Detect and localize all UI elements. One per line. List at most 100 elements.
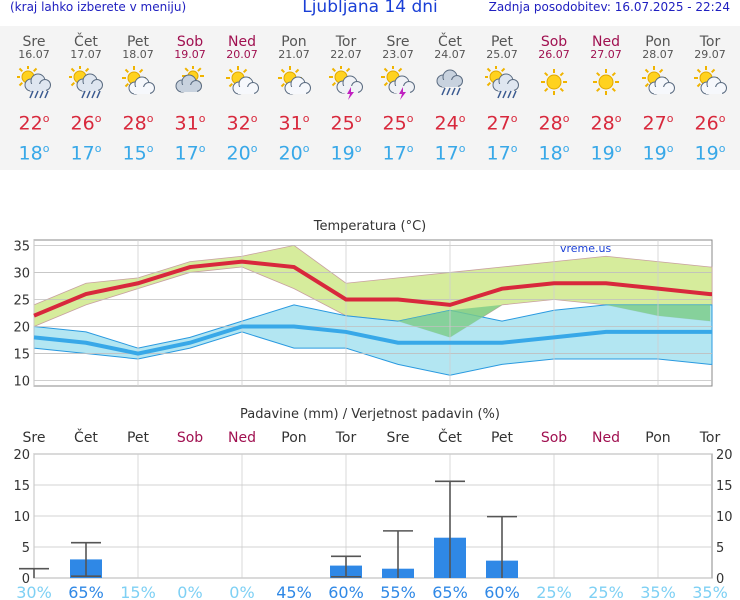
degree-sign: o — [562, 112, 570, 125]
sun-cloud-icon — [226, 66, 259, 95]
min-temperature-value: 18 — [538, 142, 563, 165]
day-date: 25.07 — [486, 48, 518, 61]
degree-sign: o — [406, 142, 414, 155]
precip-tick-label-right: 10 — [716, 510, 733, 525]
precip-day-label: Tor — [699, 430, 721, 446]
precip-day-label: Ned — [592, 430, 620, 446]
sun-cloud-thunder-icon — [329, 66, 363, 100]
max-temperature: 27o — [632, 112, 684, 134]
precip-probability-label: 65% — [68, 583, 104, 600]
precip-tick-label-right: 0 — [716, 572, 724, 587]
max-temperature-value: 25 — [382, 112, 407, 135]
day-name: Ned — [592, 34, 620, 50]
day-name: Pet — [126, 34, 150, 50]
min-temperature: 17o — [164, 142, 216, 164]
day-date: 17.07 — [70, 48, 102, 61]
precip-day-label: Čet — [74, 428, 98, 446]
precip-day-label: Sre — [23, 430, 46, 446]
min-temperature-value: 19 — [590, 142, 615, 165]
sun-icon — [541, 69, 567, 95]
degree-sign: o — [146, 112, 154, 125]
sun-icon — [593, 69, 619, 95]
degree-sign: o — [42, 112, 50, 125]
min-temperature-value: 19 — [694, 142, 719, 165]
day-name: Sob — [176, 34, 204, 50]
degree-sign: o — [250, 142, 258, 155]
last-updated: Zadnja posodobitev: 16.07.2025 - 22:24 — [488, 0, 730, 14]
max-temperature: 26o — [60, 112, 112, 134]
min-temperature-value: 15 — [122, 142, 147, 165]
max-temperature: 32o — [216, 112, 268, 134]
precip-probability-label: 35% — [640, 583, 676, 600]
range-overlap-area — [658, 304, 710, 322]
degree-sign: o — [250, 112, 258, 125]
min-temperature: 19o — [632, 142, 684, 164]
max-temperature-value: 28 — [538, 112, 563, 135]
min-temperature: 19o — [684, 142, 736, 164]
degree-sign: o — [458, 142, 466, 155]
max-temperature-value: 28 — [122, 112, 147, 135]
min-temperature-value: 19 — [330, 142, 355, 165]
temperature-chart: 35 30 25 20 15 10 vreme.us — [13, 239, 713, 390]
precip-day-label: Pon — [281, 430, 306, 446]
day-date: 21.07 — [278, 48, 310, 61]
min-temperature: 17o — [424, 142, 476, 164]
location-menu-note: (kraj lahko izberete v meniju) — [10, 0, 187, 14]
day-name: Čet — [74, 34, 98, 50]
precip-probability-label: 65% — [432, 583, 468, 600]
degree-sign: o — [354, 142, 362, 155]
min-temperature-line — [33, 324, 712, 356]
min-temperature: 17o — [372, 142, 424, 164]
precip-day-label: Sob — [541, 430, 567, 446]
day-name: Pon — [645, 34, 671, 50]
sun-cloud-icon — [642, 66, 675, 95]
min-temperature-value: 20 — [278, 142, 303, 165]
sun-cloud-icon — [278, 66, 311, 95]
cloud-sun-icon — [175, 66, 204, 93]
degree-sign: o — [614, 112, 622, 125]
temperature-tick-label: 20 — [13, 321, 30, 336]
min-temperature-value: 17 — [70, 142, 95, 165]
sun-cloud-icon — [122, 66, 155, 95]
precip-probability-label: 45% — [276, 583, 312, 600]
day-name: Ned — [228, 34, 256, 50]
min-temperature: 17o — [476, 142, 528, 164]
precip-probability-label: 0% — [177, 583, 202, 600]
min-temperature: 19o — [580, 142, 632, 164]
temperature-tick-label: 35 — [13, 239, 30, 254]
cloud-rain-icon — [436, 69, 463, 96]
day-date: 19.07 — [174, 48, 206, 61]
day-date: 24.07 — [434, 48, 466, 61]
day-date: 26.07 — [538, 48, 570, 61]
degree-sign: o — [94, 142, 102, 155]
max-temperature: 28o — [580, 112, 632, 134]
min-temperature: 18o — [528, 142, 580, 164]
precip-probability-label: 25% — [588, 583, 624, 600]
degree-sign: o — [198, 112, 206, 125]
max-temperature: 24o — [424, 112, 476, 134]
sun-cloud-rain-icon — [17, 66, 51, 99]
max-temperature: 31o — [268, 112, 320, 134]
temperature-tick-label: 25 — [13, 293, 30, 308]
min-temperature-value: 17 — [174, 142, 199, 165]
min-temperature-value: 17 — [434, 142, 459, 165]
max-temperature-value: 27 — [486, 112, 511, 135]
max-temperature: 28o — [528, 112, 580, 134]
day-name: Sre — [22, 34, 46, 50]
min-temperature-value: 20 — [226, 142, 251, 165]
day-date: 27.07 — [590, 48, 622, 61]
day-name: Sob — [540, 34, 568, 50]
precip-probability-label: 25% — [536, 583, 572, 600]
sun-cloud-icon — [694, 66, 727, 95]
min-temperature: 20o — [268, 142, 320, 164]
min-temperature: 17o — [60, 142, 112, 164]
max-temperature-value: 32 — [226, 112, 251, 135]
precip-day-label: Pet — [127, 430, 150, 446]
min-temperature-value: 17 — [486, 142, 511, 165]
temperature-tick-label: 30 — [13, 266, 30, 281]
degree-sign: o — [146, 142, 154, 155]
precip-day-label: Čet — [438, 428, 462, 446]
degree-sign: o — [406, 112, 414, 125]
degree-sign: o — [718, 142, 726, 155]
min-temperature: 20o — [216, 142, 268, 164]
